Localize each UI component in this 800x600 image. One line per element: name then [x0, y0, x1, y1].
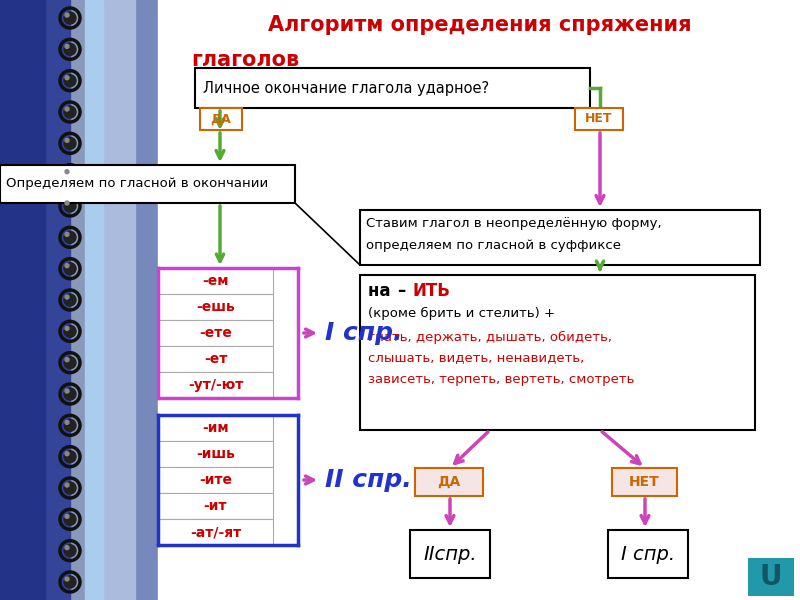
Circle shape	[65, 13, 69, 17]
Text: -ишь: -ишь	[196, 447, 235, 461]
Text: ДА: ДА	[438, 475, 461, 489]
Text: -ит: -ит	[204, 499, 227, 513]
FancyBboxPatch shape	[415, 468, 483, 496]
FancyBboxPatch shape	[360, 210, 760, 265]
Circle shape	[64, 545, 76, 557]
Text: НЕТ: НЕТ	[629, 475, 660, 489]
FancyBboxPatch shape	[158, 268, 273, 294]
FancyBboxPatch shape	[410, 530, 490, 578]
FancyBboxPatch shape	[0, 165, 295, 203]
Text: ИТЬ: ИТЬ	[412, 282, 450, 300]
Circle shape	[65, 577, 69, 581]
Circle shape	[65, 201, 69, 205]
Circle shape	[64, 43, 76, 55]
Bar	[0, 0, 135, 600]
Circle shape	[64, 106, 76, 118]
Circle shape	[64, 232, 76, 244]
Text: ДА: ДА	[210, 113, 231, 125]
Circle shape	[64, 263, 76, 275]
Circle shape	[65, 421, 69, 424]
Text: Личное окончание глагола ударное?: Личное окончание глагола ударное?	[203, 80, 489, 95]
Text: -ете: -ете	[199, 326, 232, 340]
Text: зависеть, терпеть, вертеть, смотреть: зависеть, терпеть, вертеть, смотреть	[368, 373, 634, 385]
Circle shape	[64, 576, 76, 588]
Circle shape	[65, 545, 69, 550]
Circle shape	[64, 451, 76, 463]
Bar	[0, 0, 45, 600]
Circle shape	[64, 12, 76, 24]
Circle shape	[64, 200, 76, 212]
Bar	[158, 0, 800, 600]
Circle shape	[65, 107, 69, 111]
Circle shape	[64, 325, 76, 337]
Text: Алгоритм определения спряжения: Алгоритм определения спряжения	[268, 15, 692, 35]
FancyBboxPatch shape	[158, 519, 273, 545]
Circle shape	[65, 483, 69, 487]
Circle shape	[65, 389, 69, 393]
Circle shape	[65, 326, 69, 331]
Text: II спр.: II спр.	[325, 468, 412, 492]
Circle shape	[65, 232, 69, 236]
FancyBboxPatch shape	[158, 346, 273, 372]
Circle shape	[65, 358, 69, 362]
Text: -им: -им	[202, 421, 229, 435]
FancyBboxPatch shape	[195, 68, 590, 108]
Bar	[0, 0, 160, 600]
Text: глаголов: глаголов	[191, 50, 299, 70]
Circle shape	[64, 74, 76, 86]
Text: НЕТ: НЕТ	[586, 113, 613, 125]
FancyBboxPatch shape	[748, 558, 794, 596]
FancyBboxPatch shape	[158, 493, 273, 519]
FancyBboxPatch shape	[608, 530, 688, 578]
Circle shape	[64, 137, 76, 149]
Text: I спр.: I спр.	[621, 545, 675, 563]
Text: гнать, держать, дышать, обидеть,: гнать, держать, дышать, обидеть,	[368, 331, 612, 344]
Circle shape	[65, 295, 69, 299]
Text: Ставим глагол в неопределённую форму,: Ставим глагол в неопределённую форму,	[366, 217, 662, 230]
Bar	[0, 0, 100, 600]
Text: –: –	[397, 282, 406, 300]
Text: -ем: -ем	[202, 274, 229, 288]
Text: Определяем по гласной в окончании: Определяем по гласной в окончании	[6, 178, 268, 191]
FancyBboxPatch shape	[158, 320, 273, 346]
Circle shape	[64, 419, 76, 431]
Text: определяем по гласной в суффиксе: определяем по гласной в суффиксе	[366, 239, 621, 253]
FancyBboxPatch shape	[200, 108, 242, 130]
Circle shape	[65, 44, 69, 49]
Text: -ет: -ет	[204, 352, 227, 366]
Circle shape	[64, 169, 76, 181]
Circle shape	[64, 482, 76, 494]
FancyBboxPatch shape	[158, 372, 273, 398]
Circle shape	[65, 452, 69, 455]
Circle shape	[64, 356, 76, 368]
Bar	[0, 0, 70, 600]
Circle shape	[65, 76, 69, 80]
FancyBboxPatch shape	[158, 441, 273, 467]
Text: IIспр.: IIспр.	[423, 545, 477, 563]
Text: на: на	[368, 282, 396, 300]
Text: -ат/-ят: -ат/-ят	[190, 525, 241, 539]
Text: -ите: -ите	[199, 473, 232, 487]
FancyBboxPatch shape	[575, 108, 623, 130]
Text: -ешь: -ешь	[196, 300, 235, 314]
FancyBboxPatch shape	[360, 275, 755, 430]
FancyBboxPatch shape	[158, 467, 273, 493]
Text: U: U	[760, 563, 782, 591]
FancyBboxPatch shape	[158, 294, 273, 320]
Circle shape	[65, 170, 69, 173]
FancyBboxPatch shape	[158, 415, 273, 441]
Text: слышать, видеть, ненавидеть,: слышать, видеть, ненавидеть,	[368, 352, 584, 364]
Circle shape	[64, 514, 76, 526]
Circle shape	[65, 514, 69, 518]
Bar	[85, 0, 103, 600]
Text: -ут/-ют: -ут/-ют	[188, 378, 243, 392]
Circle shape	[64, 388, 76, 400]
Circle shape	[65, 263, 69, 268]
Circle shape	[65, 139, 69, 142]
FancyBboxPatch shape	[612, 468, 677, 496]
Text: I спр.: I спр.	[325, 321, 402, 345]
Text: (кроме брить и стелить) +: (кроме брить и стелить) +	[368, 307, 555, 320]
Circle shape	[64, 294, 76, 306]
